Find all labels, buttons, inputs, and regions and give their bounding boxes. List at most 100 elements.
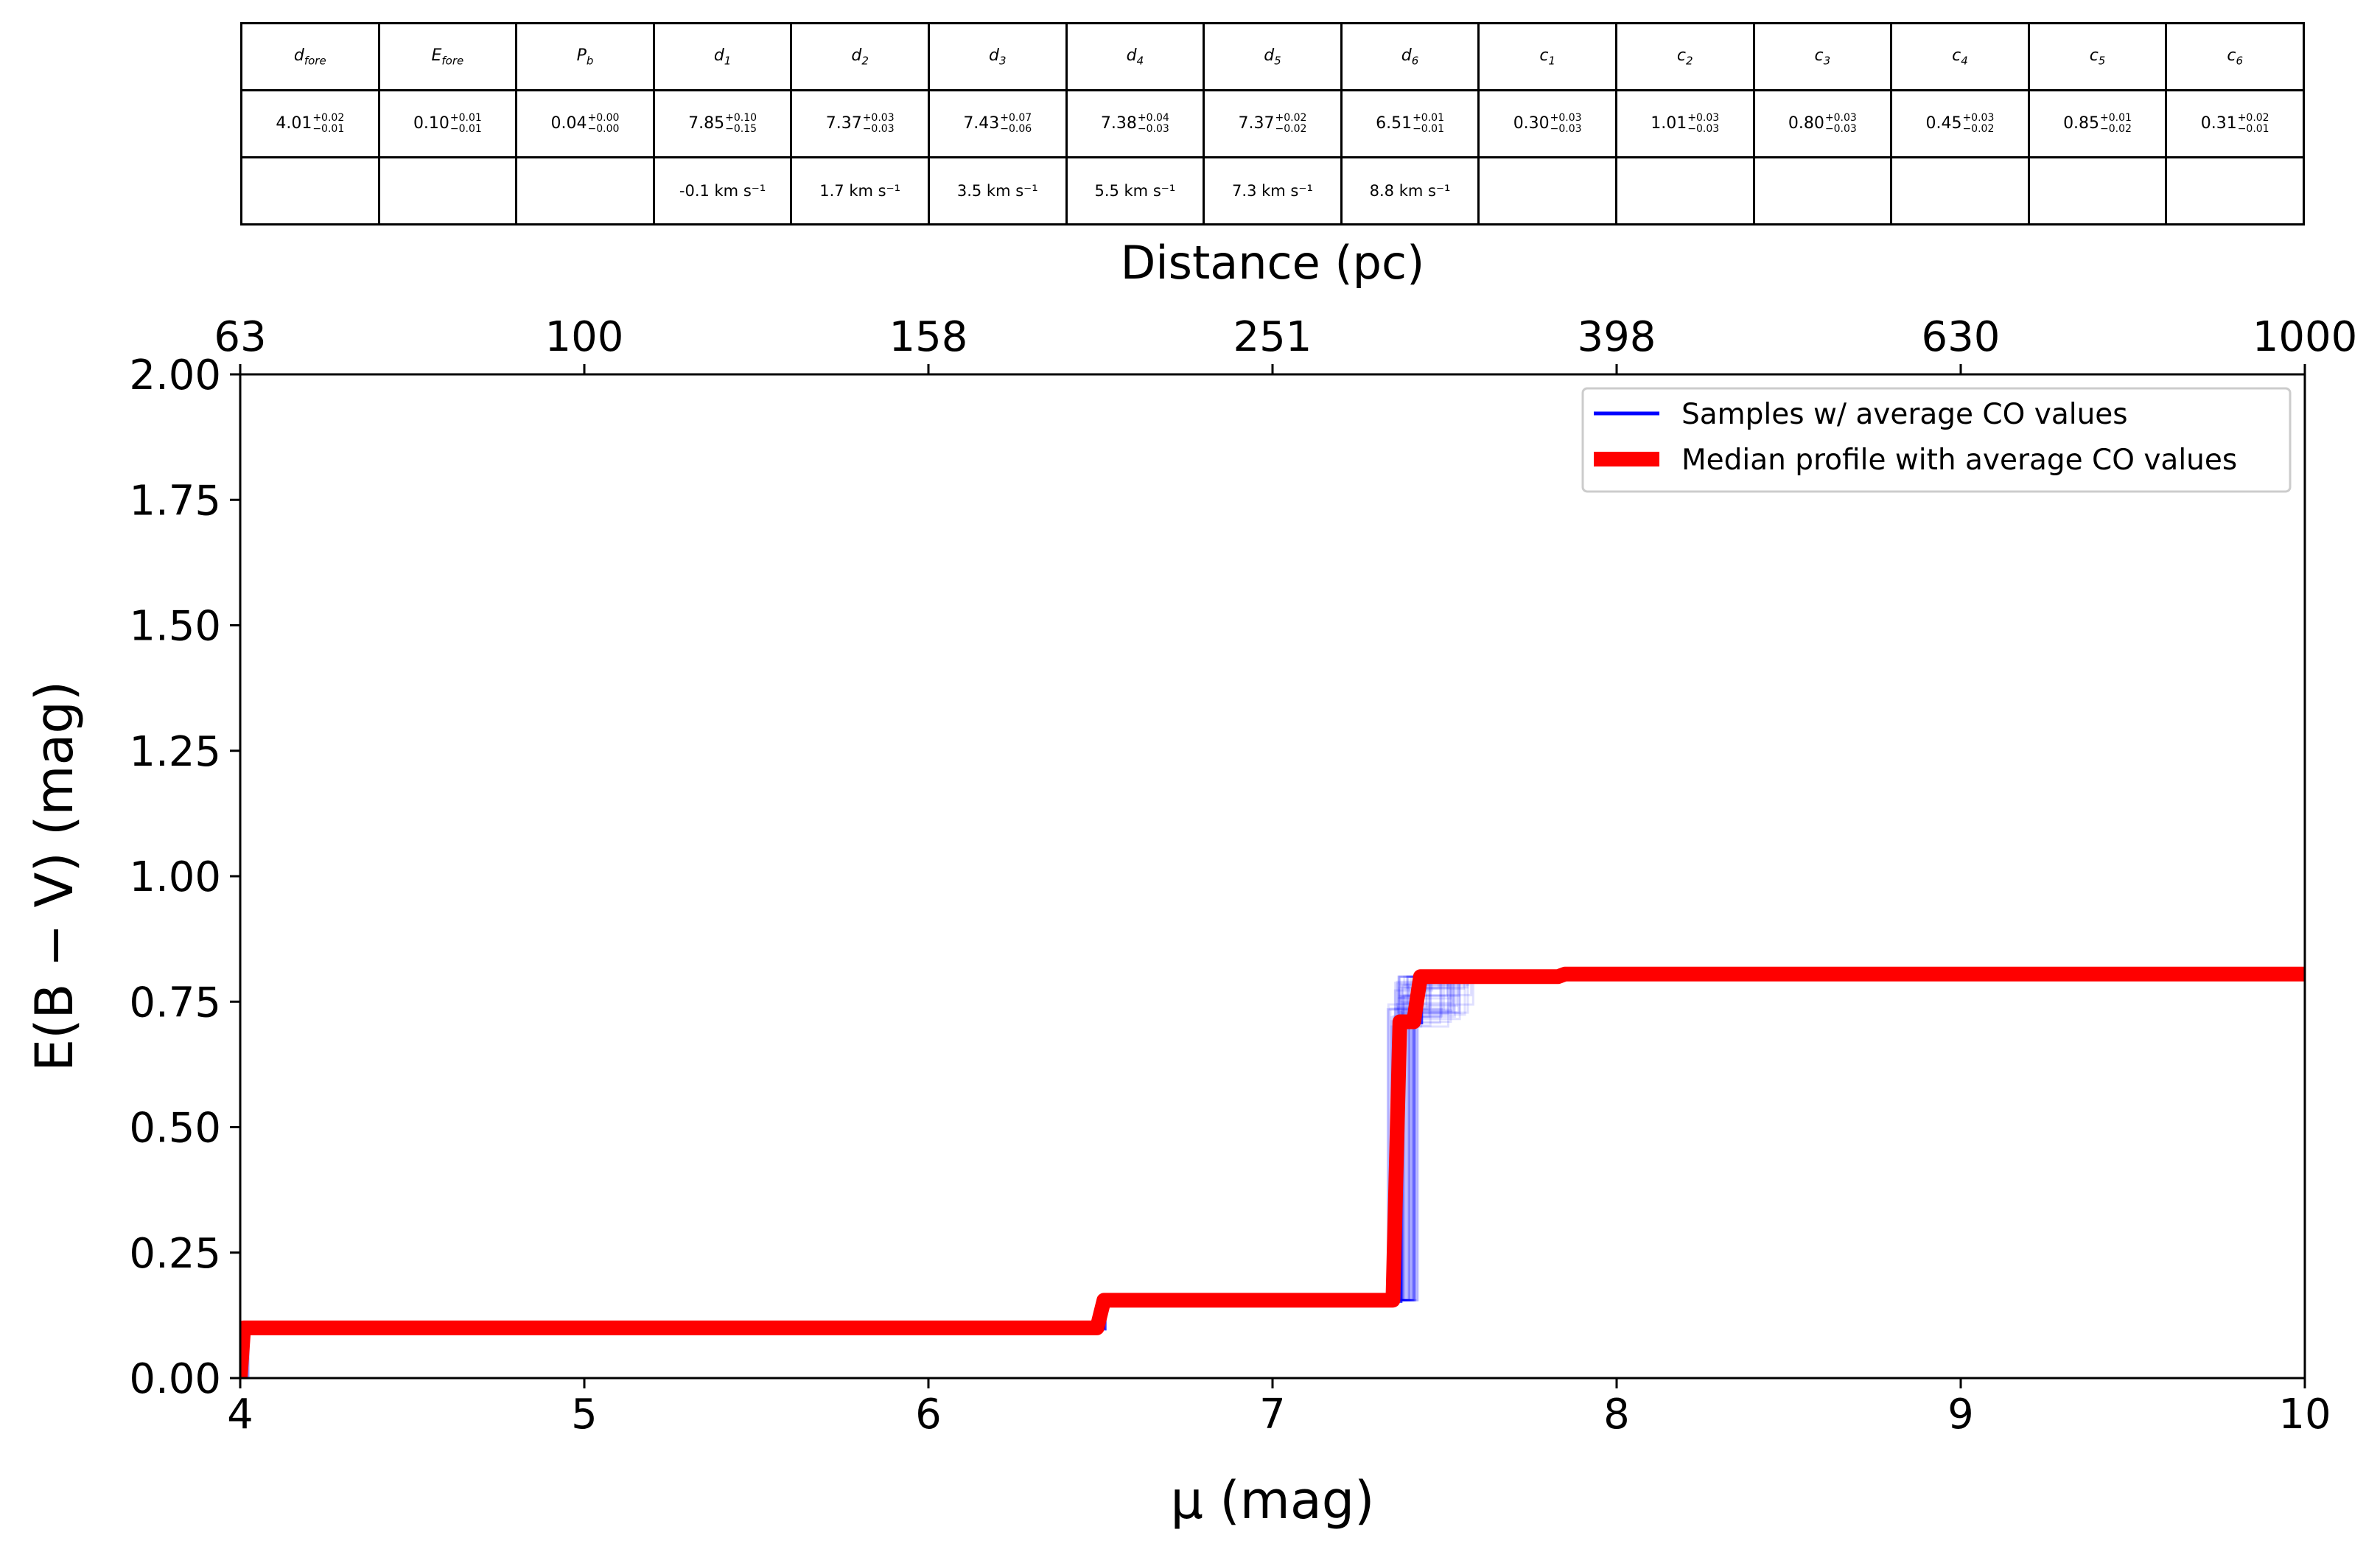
- param-velocity-cell: [2027, 156, 2168, 226]
- sample-line: [240, 975, 2305, 1378]
- top-tick-label: 630: [1922, 313, 2001, 361]
- sample-line: [240, 975, 2305, 1378]
- param-lower-error: −0.01: [449, 123, 482, 135]
- sample-line: [240, 975, 2305, 1378]
- param-velocity-cell: 7.3 km s⁻¹: [1203, 156, 1343, 226]
- sample-line: [240, 975, 2305, 1378]
- param-subscript: b: [586, 54, 594, 68]
- param-subscript: 3: [1823, 54, 1831, 68]
- sample-line: [240, 975, 2305, 1378]
- sample-base-line: [241, 974, 2305, 1378]
- param-subscript: 4: [1136, 54, 1144, 68]
- param-value: 7.38: [1100, 114, 1137, 133]
- param-upper-error: +0.04: [1137, 112, 1169, 124]
- param-symbol: P: [576, 46, 587, 65]
- top-tick-label: 158: [889, 313, 968, 361]
- sample-line: [240, 975, 2305, 1378]
- param-uncertainty: +0.04 −0.03: [1138, 113, 1169, 135]
- param-uncertainty: +0.03 −0.03: [863, 113, 895, 135]
- sample-line: [240, 975, 2305, 1378]
- param-lower-error: −0.03: [862, 123, 895, 135]
- param-value-cell: 0.10 +0.01 −0.01: [377, 89, 518, 158]
- param-value-cell: 7.37 +0.02 −0.02: [1203, 89, 1343, 158]
- param-velocity-cell: [1614, 156, 1755, 226]
- param-value-cell: 7.37 +0.03 −0.03: [790, 89, 930, 158]
- param-uncertainty: +0.07 −0.06: [1000, 113, 1032, 135]
- param-header-d-4: d4: [1065, 22, 1205, 91]
- top-tick-label: 398: [1578, 313, 1656, 361]
- param-lower-error: −0.02: [2100, 123, 2132, 135]
- param-value-cell: 0.45 +0.03 −0.02: [1890, 89, 2030, 158]
- legend-box: [1581, 387, 2292, 493]
- y-tick-label: 0.75: [129, 979, 221, 1027]
- sample-line: [240, 975, 2305, 1378]
- param-subscript: 3: [998, 54, 1007, 68]
- param-value-cell: 4.01 +0.02 −0.01: [240, 89, 380, 158]
- param-velocity-cell: [1752, 156, 1893, 226]
- param-value: 7.37: [825, 114, 862, 133]
- param-symbol: E: [431, 46, 442, 65]
- param-symbol: c: [1952, 46, 1961, 65]
- param-uncertainty: +0.00 −0.00: [588, 113, 620, 135]
- param-subscript: fore: [441, 54, 464, 68]
- x-tick-label: 6: [915, 1391, 942, 1439]
- sample-line: [240, 975, 2305, 1378]
- param-upper-error: +0.00: [587, 112, 620, 124]
- param-header-d-5: d5: [1203, 22, 1343, 91]
- table-velocity-row: -0.1 km s⁻¹ 1.7 km s⁻¹ 3.5 km s⁻¹ 5.5 km s⁻…: [240, 156, 2305, 226]
- sample-line: [240, 975, 2305, 1378]
- sample-line: [240, 975, 2305, 1378]
- sample-profiles: [240, 974, 2305, 1378]
- param-value-cell: 0.04 +0.00 −0.00: [515, 89, 655, 158]
- param-upper-error: +0.01: [449, 112, 482, 124]
- sample-line: [240, 975, 2305, 1378]
- sample-line: [240, 975, 2305, 1378]
- param-upper-error: +0.03: [1687, 112, 1720, 124]
- sample-line: [240, 975, 2305, 1378]
- sample-line: [240, 975, 2305, 1378]
- sample-line: [240, 975, 2305, 1378]
- param-header-d-fore: dfore: [240, 22, 380, 91]
- median-profile: [240, 966, 2305, 1378]
- param-subscript: 5: [2098, 54, 2106, 68]
- param-value-cell: 6.51 +0.01 −0.01: [1340, 89, 1480, 158]
- param-header-d-2: d2: [790, 22, 930, 91]
- param-velocity-cell: -0.1 km s⁻¹: [652, 156, 793, 226]
- sample-line: [240, 975, 2305, 1378]
- sample-line: [240, 975, 2305, 1378]
- param-upper-error: +0.10: [725, 112, 757, 124]
- sample-line: [240, 975, 2305, 1378]
- y-tick-label: 0.25: [129, 1230, 221, 1278]
- y-tick-label: 1.50: [129, 603, 221, 651]
- top-tick-label: 251: [1233, 313, 1312, 361]
- top-tick-label: 1000: [2253, 313, 2358, 361]
- sample-line: [240, 975, 2305, 1378]
- param-value: 0.10: [413, 114, 449, 133]
- param-value: 0.80: [1788, 114, 1824, 133]
- sample-line: [240, 975, 2305, 1378]
- param-uncertainty: +0.03 −0.03: [1687, 113, 1719, 135]
- legend-label-samples: Samples w/ average CO values: [1681, 398, 2128, 431]
- x-tick-label: 5: [571, 1391, 598, 1439]
- x-tick-label: 10: [2278, 1391, 2331, 1439]
- sample-line: [240, 975, 2305, 1378]
- y-tick-label: 2.00: [129, 352, 221, 399]
- param-value: 7.43: [963, 114, 1000, 133]
- x-tick-label: 4: [227, 1391, 253, 1439]
- param-lower-error: −0.01: [312, 123, 345, 135]
- sample-line: [240, 975, 2305, 1378]
- param-lower-error: −0.02: [1962, 123, 1995, 135]
- sample-line: [240, 975, 2305, 1378]
- param-velocity-cell: [377, 156, 518, 226]
- param-velocity-cell: [1477, 156, 1617, 226]
- param-symbol: c: [2089, 46, 2099, 65]
- param-header-d-6: d6: [1340, 22, 1480, 91]
- param-upper-error: +0.03: [1550, 112, 1582, 124]
- param-uncertainty: +0.01 −0.01: [450, 113, 482, 135]
- x-tick-label: 9: [1947, 1391, 1974, 1439]
- top-tick-label: 63: [214, 313, 266, 361]
- sample-line: [240, 975, 2305, 1378]
- median-line: [240, 966, 2305, 1378]
- sample-line: [240, 975, 2305, 1378]
